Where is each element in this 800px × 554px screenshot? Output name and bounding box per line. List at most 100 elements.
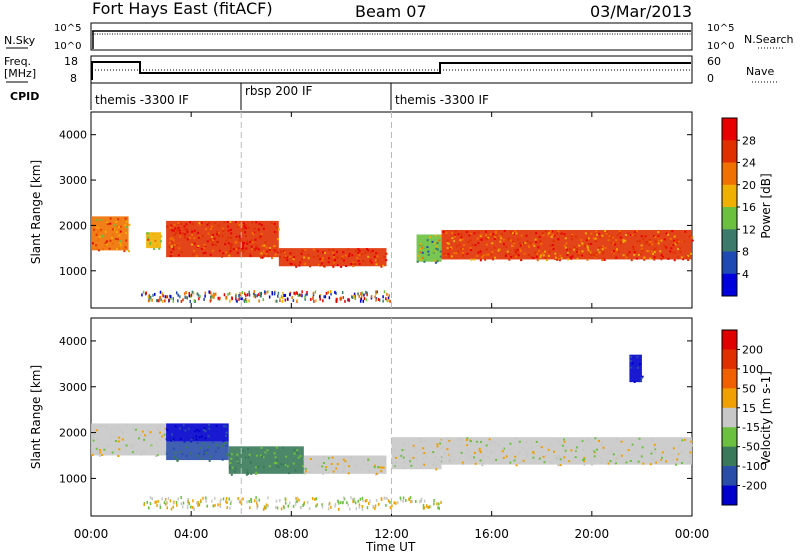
velocity-speckle <box>559 455 562 458</box>
velocity-speckle <box>526 452 529 455</box>
power-band <box>166 220 279 258</box>
velocity-speckle <box>654 448 657 451</box>
power-speckle <box>660 258 663 261</box>
velocity-speckle <box>154 500 156 504</box>
power-speckle <box>255 247 258 250</box>
power-speckle <box>235 221 238 224</box>
velocity-speckle <box>95 429 98 432</box>
power-speckle <box>511 232 514 235</box>
power-speckle <box>160 235 163 238</box>
velocity-speckle <box>157 499 159 503</box>
power-speckle <box>193 229 196 232</box>
velocity-speckle <box>606 459 609 462</box>
power-speckle <box>559 254 562 257</box>
power-speckle <box>332 256 335 259</box>
power-speckle <box>173 233 176 236</box>
power-speckle <box>528 246 531 249</box>
velocity-speckle <box>149 496 152 500</box>
power-speckle <box>100 229 103 232</box>
velocity-speckle <box>672 447 675 450</box>
power-speckle <box>312 295 314 299</box>
power-speckle <box>198 223 201 226</box>
power-speckle <box>185 228 188 231</box>
velocity-speckle <box>342 471 345 474</box>
velocity-speckle <box>172 501 175 505</box>
power-speckle <box>345 265 348 268</box>
power-speckle <box>333 261 336 264</box>
power-speckle <box>653 250 656 253</box>
power-speckle <box>313 255 316 258</box>
power-speckle <box>535 241 538 244</box>
power-speckle <box>195 255 198 258</box>
power-speckle <box>185 290 187 294</box>
power-speckle <box>198 221 201 224</box>
power-speckle <box>253 227 256 230</box>
velocity-speckle <box>437 506 439 510</box>
power-speckle <box>180 222 183 225</box>
power-speckle <box>265 246 268 249</box>
power-speckle <box>336 256 339 259</box>
velocity-speckle <box>254 466 257 469</box>
velocity-speckle <box>405 498 407 502</box>
power-speckle <box>468 234 471 237</box>
velocity-speckle <box>236 453 239 456</box>
power-speckle <box>594 240 597 243</box>
velocity-speckle <box>165 438 168 441</box>
velocity-speckle <box>448 439 451 442</box>
power-speckle <box>637 253 640 256</box>
power-speckle <box>307 253 310 256</box>
velocity-speckle <box>297 456 300 459</box>
power-speckle <box>485 253 488 256</box>
velocity-speckle <box>540 446 543 449</box>
power-speckle <box>520 234 523 237</box>
power-speckle <box>102 234 105 237</box>
power-speckle <box>240 297 242 301</box>
power-speckle <box>125 217 128 220</box>
power-speckle <box>498 250 501 253</box>
power-speckle <box>420 247 423 250</box>
velocity-speckle <box>637 460 640 463</box>
power-speckle <box>584 232 587 235</box>
velocity-speckle <box>680 461 683 464</box>
velocity-speckle <box>332 470 335 473</box>
velocity-speckle <box>249 462 252 465</box>
velocity-speckle <box>615 438 618 441</box>
velocity-speckle <box>179 437 182 440</box>
power-speckle <box>586 246 589 249</box>
velocity-speckle <box>275 461 278 464</box>
power-speckle <box>254 293 256 297</box>
power-speckle <box>499 235 502 238</box>
velocity-speckle <box>172 447 175 450</box>
velocity-speckle <box>415 452 418 455</box>
power-speckle <box>245 299 248 303</box>
velocity-speckle <box>266 449 269 452</box>
power-speckle <box>335 250 338 253</box>
power-speckle <box>276 251 279 254</box>
y-tick-label: 2000 <box>59 219 87 232</box>
velocity-speckle <box>514 455 517 458</box>
power-speckle <box>249 240 252 243</box>
power-speckle <box>387 296 390 300</box>
power-speckle <box>374 290 377 294</box>
velocity-speckle <box>574 448 577 451</box>
power-speckle <box>682 240 685 243</box>
power-speckle <box>252 248 255 251</box>
power-speckle <box>480 254 483 257</box>
power-speckle <box>549 230 552 233</box>
power-speckle <box>648 240 651 243</box>
power-speckle <box>197 293 200 297</box>
power-speckle <box>279 297 281 301</box>
power-speckle <box>362 299 365 303</box>
colorbar-tick-label: 200 <box>742 343 763 356</box>
velocity-speckle <box>438 506 440 510</box>
velocity-band <box>629 354 642 383</box>
power-speckle <box>116 238 119 241</box>
power-speckle <box>227 225 230 228</box>
y-tick-label: 1000 <box>59 472 87 485</box>
velocity-speckle <box>139 453 142 456</box>
velocity-speckle <box>309 471 312 474</box>
power-speckle <box>248 290 250 294</box>
velocity-speckle <box>343 465 346 468</box>
velocity-speckle <box>653 446 656 449</box>
